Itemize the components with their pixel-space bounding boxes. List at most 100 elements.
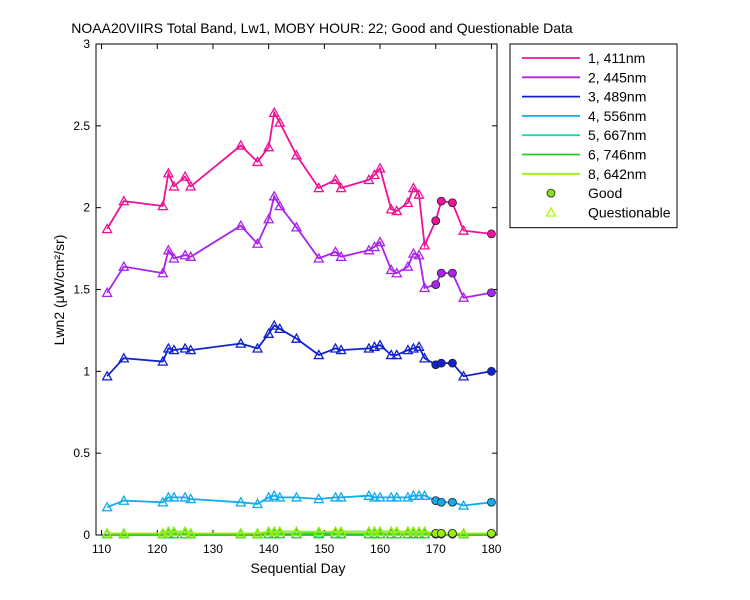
questionable-point bbox=[263, 327, 275, 338]
questionable-point bbox=[313, 252, 325, 263]
questionable-point bbox=[457, 370, 470, 381]
questionable-point bbox=[185, 493, 197, 504]
questionable-point bbox=[402, 196, 414, 208]
questionable-point bbox=[274, 322, 286, 334]
y-tick-label: 1.5 bbox=[73, 283, 90, 297]
questionable-point bbox=[407, 247, 420, 258]
questionable-point bbox=[313, 182, 325, 193]
x-tick-label: 140 bbox=[259, 542, 279, 556]
questionable-point bbox=[263, 213, 275, 224]
y-tick-label: 0.5 bbox=[73, 446, 90, 460]
good-point bbox=[448, 198, 457, 208]
questionable-point bbox=[185, 180, 197, 191]
questionable-point bbox=[235, 496, 247, 507]
questionable-point bbox=[418, 352, 431, 363]
questionable-point bbox=[162, 244, 175, 255]
questionable-point bbox=[335, 344, 347, 355]
questionable-point bbox=[413, 188, 425, 199]
questionable-point bbox=[185, 344, 197, 355]
questionable-point bbox=[457, 224, 470, 235]
y-tick-label: 0 bbox=[83, 528, 90, 542]
good-point bbox=[487, 229, 496, 239]
questionable-point bbox=[157, 267, 169, 278]
questionable-point bbox=[274, 200, 286, 211]
questionable-point bbox=[418, 489, 431, 500]
questionable-point bbox=[335, 525, 347, 536]
questionable-point bbox=[335, 250, 347, 262]
questionable-point bbox=[101, 286, 113, 298]
y-tick-label: 2.5 bbox=[73, 119, 90, 133]
questionable-point bbox=[329, 491, 342, 502]
questionable-point bbox=[368, 491, 381, 502]
questionable-point bbox=[179, 491, 191, 502]
questionable-point bbox=[385, 349, 397, 360]
questionable-point bbox=[157, 496, 169, 507]
good-point bbox=[436, 528, 446, 538]
good-point bbox=[487, 366, 496, 376]
legend-label: 8, 642nm bbox=[588, 166, 646, 182]
series bbox=[101, 525, 496, 538]
questionable-point bbox=[290, 491, 303, 502]
questionable-point bbox=[413, 525, 425, 536]
questionable-point bbox=[385, 264, 397, 275]
questionable-point bbox=[274, 116, 286, 127]
questionable-point bbox=[118, 494, 130, 505]
y-axis-label: Lwn2 (μW/cm²/sr) bbox=[51, 235, 67, 346]
questionable-point bbox=[268, 525, 280, 536]
questionable-point bbox=[335, 491, 347, 502]
questionable-point bbox=[457, 499, 470, 510]
questionable-point bbox=[101, 527, 113, 538]
questionable-point bbox=[402, 525, 414, 536]
questionable-point bbox=[263, 525, 275, 536]
questionable-point bbox=[251, 498, 264, 509]
questionable-point bbox=[407, 525, 420, 536]
chart-title: NOAA20VIIRS Total Band, Lw1, MOBY HOUR: … bbox=[71, 20, 573, 36]
x-tick-label: 170 bbox=[426, 542, 446, 556]
questionable-point bbox=[118, 195, 130, 206]
questionable-point bbox=[374, 162, 386, 173]
questionable-point bbox=[313, 528, 325, 539]
questionable-point bbox=[402, 260, 414, 271]
legend-label: 2, 445nm bbox=[588, 69, 646, 85]
questionable-point bbox=[179, 170, 191, 181]
questionable-point bbox=[290, 525, 303, 536]
questionable-point bbox=[368, 241, 381, 252]
questionable-point bbox=[413, 249, 425, 260]
questionable-point bbox=[162, 525, 175, 536]
questionable-point bbox=[101, 501, 113, 512]
legend-label: 3, 489nm bbox=[588, 89, 646, 105]
questionable-point bbox=[268, 319, 280, 330]
questionable-point bbox=[179, 525, 191, 536]
questionable-point bbox=[391, 349, 403, 360]
questionable-point bbox=[168, 180, 180, 191]
good-point bbox=[487, 528, 496, 538]
questionable-point bbox=[418, 239, 431, 250]
legend-good-marker bbox=[546, 188, 556, 198]
questionable-point bbox=[157, 200, 169, 211]
legend: 1, 411nm 2, 445nm 3, 489nm 4, 556nm 5, 667nm… bbox=[509, 43, 678, 229]
questionable-point bbox=[162, 167, 175, 178]
questionable-point bbox=[329, 342, 342, 353]
questionable-point bbox=[457, 291, 470, 302]
questionable-point bbox=[168, 525, 180, 536]
questionable-point bbox=[374, 236, 386, 247]
questionable-point bbox=[157, 355, 169, 366]
series bbox=[101, 319, 496, 381]
questionable-point bbox=[235, 139, 247, 150]
questionable-point bbox=[391, 525, 403, 536]
y-tick-label: 3 bbox=[83, 37, 90, 51]
questionable-point bbox=[313, 493, 325, 504]
good-point bbox=[436, 497, 446, 507]
questionable-point bbox=[118, 527, 130, 538]
questionable-point bbox=[363, 489, 375, 500]
questionable-point bbox=[290, 332, 303, 343]
questionable-point bbox=[391, 267, 403, 278]
legend-label: 6, 746nm bbox=[588, 147, 646, 163]
questionable-point bbox=[413, 489, 425, 500]
questionable-point bbox=[368, 169, 381, 180]
good-point bbox=[487, 288, 496, 298]
questionable-point bbox=[363, 174, 375, 185]
questionable-point bbox=[374, 491, 386, 502]
legend-label: Questionable bbox=[588, 204, 671, 220]
x-tick-label: 180 bbox=[481, 542, 501, 556]
